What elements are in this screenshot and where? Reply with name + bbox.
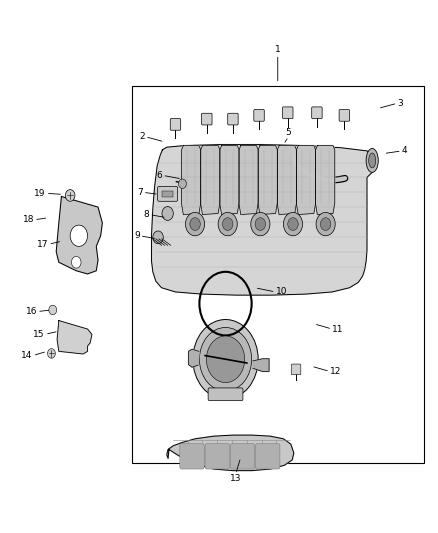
Circle shape (206, 336, 245, 383)
Circle shape (199, 327, 252, 391)
FancyBboxPatch shape (283, 107, 293, 118)
Text: 11: 11 (332, 325, 344, 334)
Ellipse shape (366, 149, 378, 172)
Circle shape (179, 179, 186, 189)
Polygon shape (201, 146, 220, 215)
Text: 9: 9 (134, 231, 140, 240)
Circle shape (190, 217, 200, 230)
FancyBboxPatch shape (170, 118, 181, 130)
Circle shape (288, 217, 298, 230)
Circle shape (255, 217, 265, 230)
Text: 10: 10 (276, 287, 287, 296)
Polygon shape (220, 146, 239, 215)
Text: 19: 19 (34, 189, 46, 198)
Text: 18: 18 (22, 215, 34, 224)
Polygon shape (57, 320, 92, 354)
Text: 16: 16 (25, 307, 37, 316)
Circle shape (321, 217, 331, 230)
FancyBboxPatch shape (208, 388, 243, 401)
Circle shape (283, 213, 303, 236)
Circle shape (223, 217, 233, 230)
Text: 14: 14 (21, 351, 33, 360)
Circle shape (71, 256, 81, 268)
FancyBboxPatch shape (205, 443, 230, 469)
Circle shape (218, 213, 237, 236)
FancyBboxPatch shape (180, 443, 204, 469)
FancyBboxPatch shape (230, 443, 254, 469)
Text: 4: 4 (402, 147, 407, 156)
Polygon shape (258, 146, 277, 215)
Polygon shape (277, 146, 297, 215)
Polygon shape (167, 435, 294, 471)
Text: 8: 8 (144, 210, 149, 219)
Text: 6: 6 (157, 171, 162, 180)
Polygon shape (56, 197, 102, 274)
Circle shape (47, 349, 55, 358)
Text: 1: 1 (275, 45, 281, 54)
FancyBboxPatch shape (228, 114, 238, 125)
Polygon shape (297, 146, 316, 215)
Ellipse shape (369, 153, 376, 168)
Text: 12: 12 (330, 367, 341, 376)
Circle shape (185, 213, 205, 236)
Circle shape (49, 305, 57, 315)
Polygon shape (253, 359, 269, 372)
FancyBboxPatch shape (339, 110, 350, 121)
FancyBboxPatch shape (254, 110, 264, 121)
Circle shape (193, 319, 258, 399)
Polygon shape (152, 144, 375, 295)
Text: 3: 3 (397, 99, 403, 108)
FancyBboxPatch shape (201, 114, 212, 125)
Polygon shape (188, 349, 199, 367)
Polygon shape (182, 146, 201, 215)
Text: 13: 13 (230, 474, 241, 483)
Text: 7: 7 (137, 188, 143, 197)
Polygon shape (316, 146, 335, 215)
Polygon shape (239, 146, 258, 215)
Bar (162, 191, 173, 197)
Circle shape (70, 225, 88, 246)
FancyBboxPatch shape (291, 364, 301, 375)
Circle shape (251, 213, 270, 236)
Bar (132, 86, 424, 463)
Circle shape (65, 190, 75, 201)
Circle shape (162, 207, 173, 220)
FancyBboxPatch shape (158, 187, 178, 201)
Circle shape (153, 231, 163, 244)
Circle shape (316, 213, 335, 236)
FancyBboxPatch shape (312, 107, 322, 118)
Text: 15: 15 (33, 330, 45, 339)
Text: 17: 17 (37, 240, 48, 249)
Text: 2: 2 (139, 132, 145, 141)
Text: 5: 5 (286, 127, 292, 136)
FancyBboxPatch shape (255, 443, 280, 469)
